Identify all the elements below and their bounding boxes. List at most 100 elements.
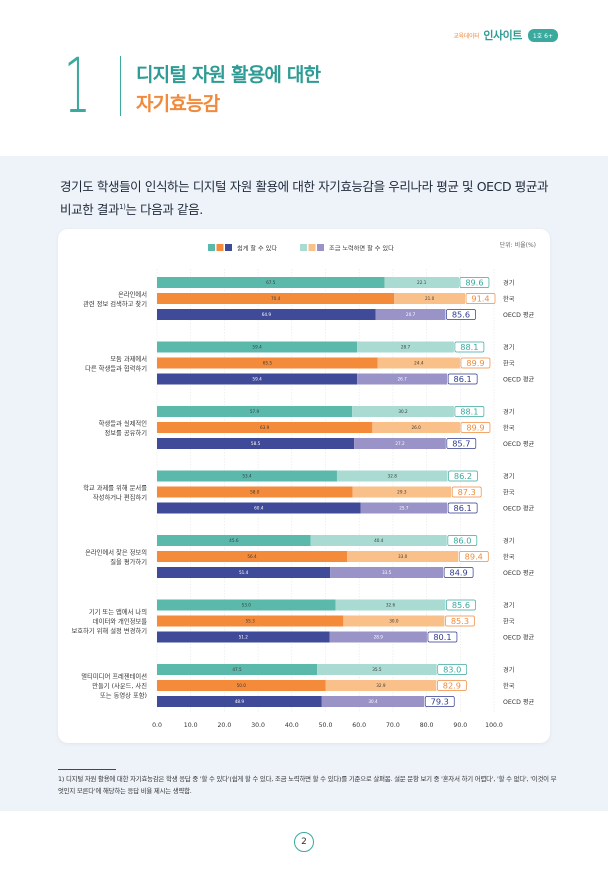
total-value-box (424, 696, 455, 707)
total-value-label: 89.9 (466, 423, 484, 433)
category-label: 기기 또는 앱에서 나의 (89, 607, 147, 616)
group-label: OECD 평균 (503, 375, 535, 383)
x-tick-label: 10.0 (184, 722, 198, 729)
group-label: 한국 (503, 554, 515, 561)
section-title-line2: 자기효능감 (136, 93, 220, 115)
bar-effort (375, 309, 446, 320)
bar-effort (357, 341, 454, 353)
x-tick-label: 30.0 (251, 722, 265, 729)
category-label: 온라인에서 찾은 정보의 (85, 547, 147, 556)
bar-effort-label: 30.0 (389, 619, 399, 624)
x-tick-label: 20.0 (218, 722, 232, 729)
group-label: OECD 평균 (503, 440, 535, 448)
bar-effort (321, 696, 425, 707)
page-number: 2 (294, 832, 314, 852)
bar-effort-label: 33.5 (382, 570, 392, 575)
total-value-box (446, 309, 476, 320)
bar-effort (330, 567, 444, 578)
group-label: OECD 평균 (503, 504, 535, 512)
footnote: 1) 디지털 자원 활용에 대한 자기효능감은 학생 응답 중 '할 수 있다'… (58, 775, 557, 795)
total-value-box (447, 502, 478, 514)
bar-easy-label: 59.4 (252, 377, 262, 382)
total-value-label: 85.7 (452, 439, 470, 449)
bar-easy (157, 309, 376, 320)
bar-effort (352, 406, 454, 417)
x-tick-label: 80.0 (420, 722, 434, 729)
total-value-box (460, 422, 491, 433)
legend-swatch-effort-2 (317, 244, 324, 251)
bar-easy (157, 567, 331, 578)
bar-effort-label: 29.3 (397, 490, 407, 495)
total-value-label: 87.3 (458, 487, 476, 497)
total-value-box (454, 341, 485, 353)
bar-easy (157, 373, 358, 385)
bar-effort-label: 24.4 (414, 361, 424, 366)
issue-badge: 1호 6+ (527, 28, 558, 42)
x-tick-label: 50.0 (319, 722, 333, 729)
legend-swatch-easy-1 (216, 244, 224, 251)
total-value-label: 85.6 (452, 310, 470, 320)
group-label: 경기 (503, 537, 514, 545)
total-value-box (437, 680, 467, 691)
total-value-box (458, 551, 489, 562)
bar-effort (310, 535, 447, 546)
legend-swatch-effort-1 (308, 244, 316, 251)
group-label: OECD 평균 (503, 633, 535, 641)
legend-swatch-easy-2 (225, 244, 232, 251)
bar-easy-label: 64.9 (262, 312, 272, 317)
total-value-label: 86.0 (453, 536, 471, 546)
total-value-label: 86.1 (454, 503, 472, 513)
bar-easy-label: 48.9 (235, 699, 245, 704)
category-label: 데이터와 개인정보를 (93, 617, 147, 626)
total-value-label: 80.1 (433, 632, 451, 642)
group-label: OECD 평균 (503, 311, 535, 319)
intro-text-2: 는 다음과 같음. (125, 202, 203, 218)
group-label: 한국 (503, 425, 515, 432)
total-value-box (454, 406, 485, 417)
bar-effort-label: 40.4 (374, 538, 384, 543)
bar-effort-label: 30.2 (398, 409, 408, 414)
bar-effort (336, 470, 448, 482)
total-value-label: 89.4 (465, 552, 483, 562)
bar-easy (157, 277, 385, 288)
legend-swatch-easy-0 (208, 244, 215, 251)
bar-effort (384, 277, 459, 288)
bar-effort (343, 615, 445, 627)
legend-label-effort: 조금 노력하면 할 수 있다 (329, 245, 394, 253)
category-label: 다른 학생들과 협력하기 (85, 363, 147, 372)
bar-easy (157, 357, 378, 369)
bar-easy (157, 406, 353, 417)
bar-effort (325, 680, 437, 691)
bar-effort-label: 32.6 (386, 603, 396, 608)
category-label: 멀티미디어 프레젠테이션 (81, 672, 147, 681)
category-label: 학생들과 실제적인 (99, 418, 148, 427)
group-label: OECD 평균 (503, 698, 535, 706)
bar-easy-label: 56.4 (247, 554, 257, 559)
group-label: 한국 (503, 683, 515, 690)
footnote-marker: 1) (119, 203, 126, 211)
bar-effort (372, 422, 460, 433)
bar-easy (157, 599, 336, 611)
bar-easy (157, 341, 358, 353)
bar-effort-label: 26.0 (411, 425, 421, 430)
bar-effort-label: 35.5 (372, 667, 382, 672)
total-value-label: 82.9 (443, 681, 461, 691)
bar-effort-label: 32.9 (376, 683, 386, 688)
bar-easy-label: 51.2 (239, 635, 249, 640)
category-label: 관련 정보 검색하고 찾기 (83, 299, 147, 308)
total-value-label: 85.3 (451, 616, 469, 626)
category-label: 정보를 공유하기 (104, 428, 147, 437)
x-tick-label: 90.0 (453, 722, 467, 729)
bar-easy (157, 615, 344, 627)
bar-easy (157, 535, 311, 546)
bar-easy-label: 60.4 (254, 506, 264, 511)
category-label: 만들기 (사운드, 사진 (92, 681, 147, 690)
bar-easy-label: 57.9 (250, 409, 260, 414)
group-label: 경기 (503, 343, 514, 351)
bar-effort-label: 28.7 (401, 345, 411, 350)
total-value-box (446, 438, 477, 449)
bar-easy (157, 470, 337, 482)
total-value-box (465, 293, 496, 304)
total-value-box (459, 277, 490, 288)
bar-easy (157, 551, 348, 562)
